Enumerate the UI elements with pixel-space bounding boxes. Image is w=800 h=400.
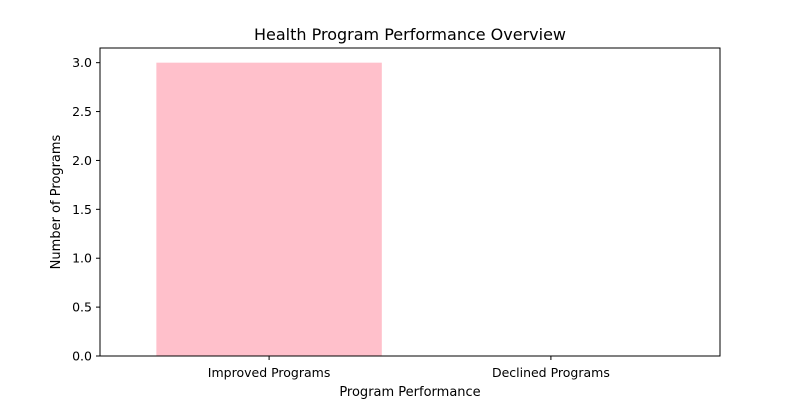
x-axis-label: Program Performance [339,385,480,400]
chart-title: Health Program Performance Overview [254,25,566,44]
x-tick-label: Improved Programs [208,365,331,380]
y-axis: 0.0 0.5 1.0 1.5 2.0 2.5 3.0 [72,55,100,364]
bars-group [156,62,382,357]
x-axis: Improved Programs Declined Programs [208,356,610,380]
y-tick-label: 1.0 [72,251,92,266]
y-axis-label: Number of Programs [49,134,64,269]
bar-0 [156,62,382,357]
y-tick-label: 1.5 [72,202,92,217]
y-tick-label: 2.5 [72,104,92,119]
y-tick-label: 0.5 [72,300,92,315]
plot-frame [99,47,721,357]
y-tick-label: 0.0 [72,349,92,364]
y-tick-label: 3.0 [72,55,92,70]
y-tick-label: 2.0 [72,153,92,168]
x-tick-label: Declined Programs [492,365,610,380]
